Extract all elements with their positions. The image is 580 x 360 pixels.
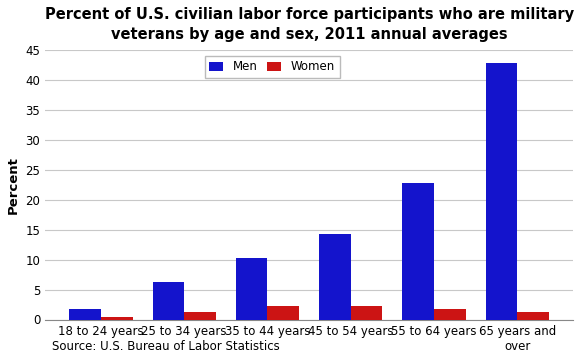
Bar: [101, 316, 133, 320]
Bar: [351, 306, 382, 320]
Bar: [486, 63, 517, 320]
Bar: [184, 312, 216, 320]
Bar: [69, 309, 101, 320]
Title: Percent of U.S. civilian labor force participants who are military
veterans by a: Percent of U.S. civilian labor force par…: [45, 7, 574, 42]
Bar: [434, 309, 466, 320]
Bar: [153, 282, 184, 320]
Bar: [267, 306, 299, 320]
Bar: [319, 234, 351, 320]
Legend: Men, Women: Men, Women: [205, 56, 340, 78]
Bar: [236, 258, 267, 320]
Text: Source: U.S. Bureau of Labor Statistics: Source: U.S. Bureau of Labor Statistics: [52, 340, 280, 353]
Bar: [403, 184, 434, 320]
Y-axis label: Percent: Percent: [7, 156, 20, 213]
Bar: [517, 312, 549, 320]
